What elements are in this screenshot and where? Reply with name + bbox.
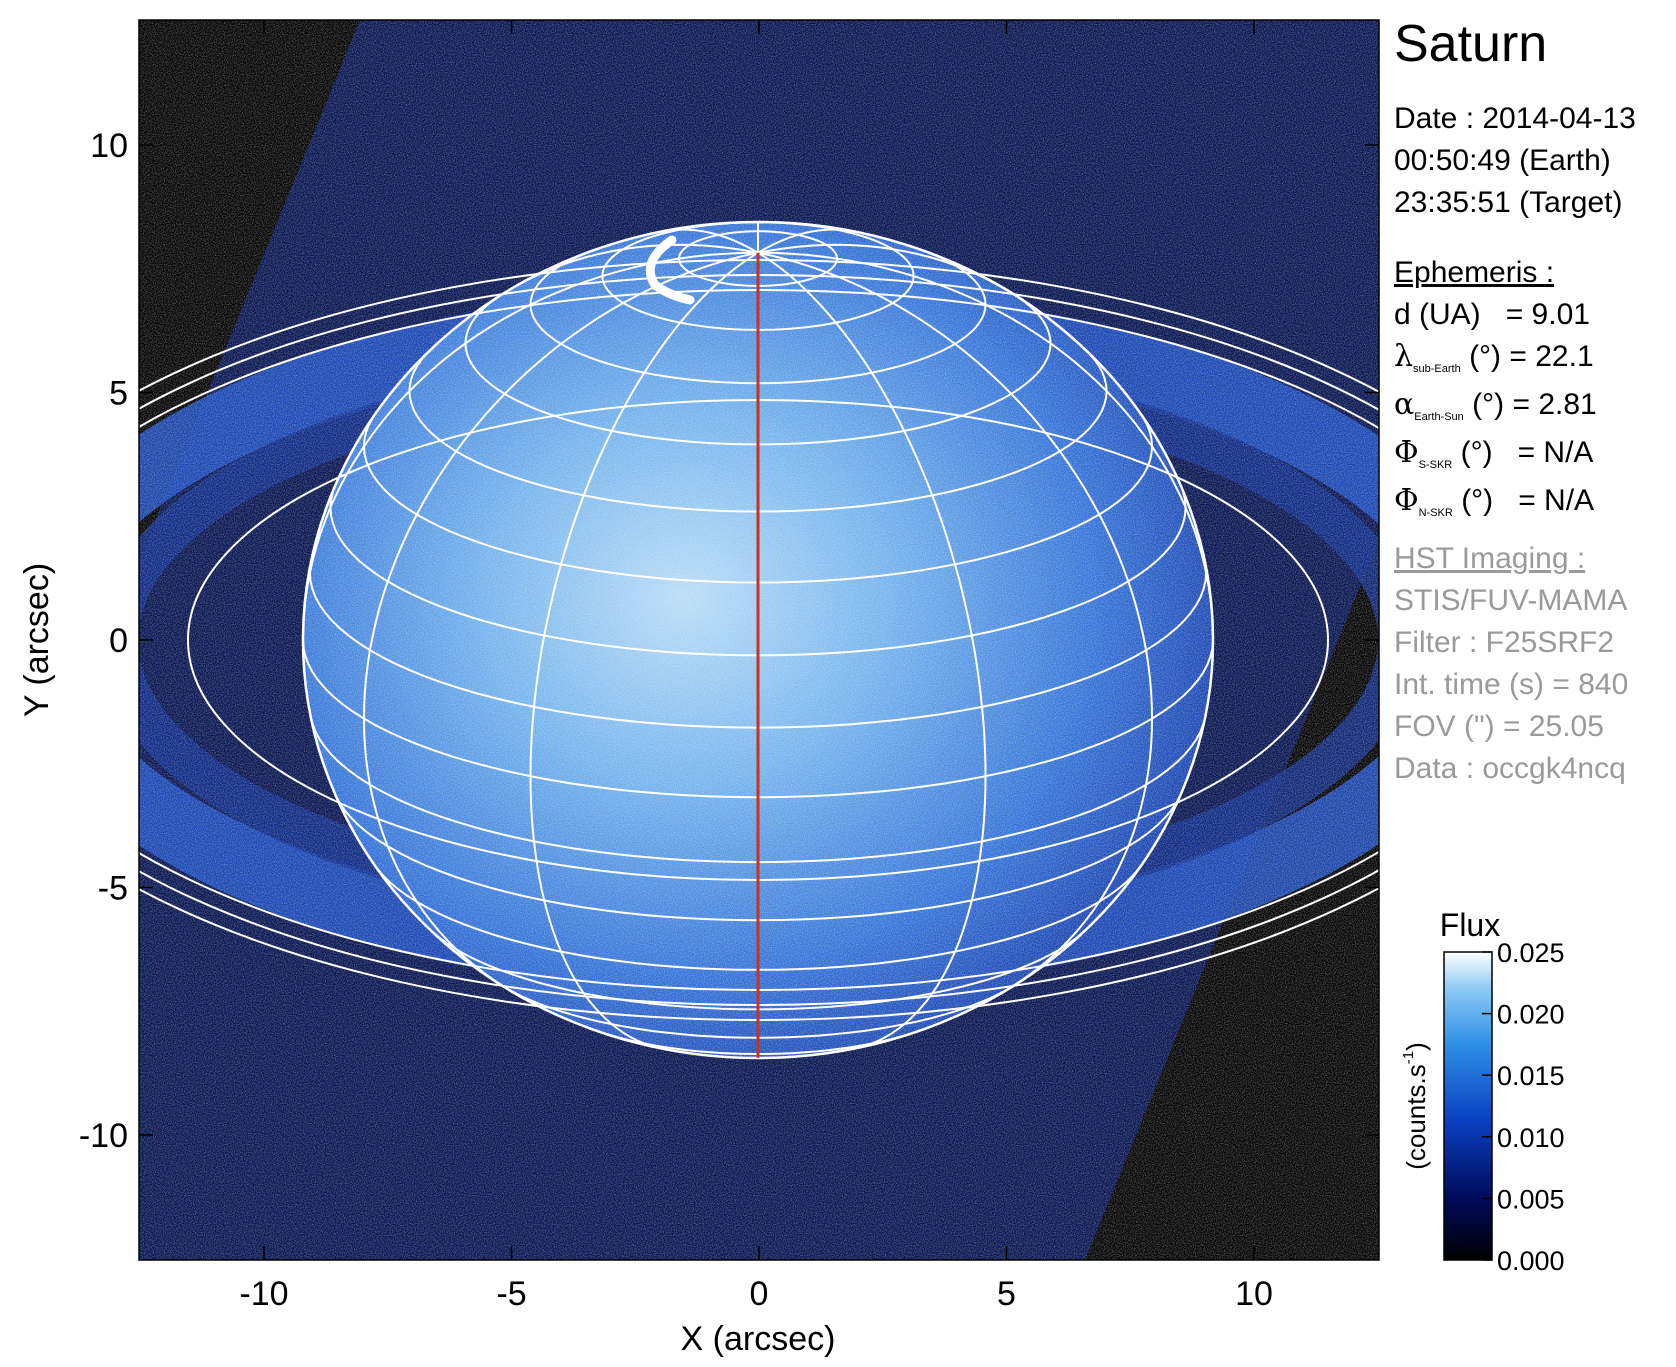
target-time: 23:35:51 (Target) <box>1394 186 1623 219</box>
y-axis-ticks: 10 5 0 -5 -10 <box>79 127 1379 1155</box>
ephemeris-distance: d (UA) = 9.01 <box>1394 298 1590 331</box>
longitude-line <box>665 228 759 254</box>
planet-limb <box>301 220 1215 1060</box>
longitude-line <box>302 251 759 627</box>
y-tick-label: 5 <box>109 374 128 412</box>
x-tick-label: 5 <box>997 1275 1016 1313</box>
hst-block: HST Imaging : STIS/FUV-MAMA Filter : F25… <box>1394 538 1628 790</box>
x-tick-label: 0 <box>750 1275 769 1313</box>
colorbar: 0.000 0.005 0.010 0.015 0.020 0.025 Flux (cou… <box>1400 907 1565 1276</box>
x-axis-ticks: -10 -5 0 5 10 <box>239 20 1273 1313</box>
colorbar-title: Flux <box>1440 907 1500 943</box>
ephemeris-n-skr: ΦN-SKR (°) = N/A <box>1394 483 1595 519</box>
colorbar-tick-label: 0.005 <box>1497 1184 1565 1214</box>
image-plot-area <box>139 20 1379 1260</box>
longitude-line <box>757 251 1214 641</box>
ephemeris-phase-angle: αEarth-Sun (°) = 2.81 <box>1394 387 1597 423</box>
y-tick-label: -5 <box>98 870 128 908</box>
earth-time: 00:50:49 (Earth) <box>1394 144 1611 177</box>
longitude-line <box>514 243 759 288</box>
x-tick-label: 10 <box>1235 1275 1273 1313</box>
longitude-line <box>757 251 1154 989</box>
aurora-arc <box>645 235 695 305</box>
y-tick-label: -10 <box>79 1117 128 1155</box>
ephemeris-sub-earth-lat: λsub-Earth (°) = 22.1 <box>1394 339 1594 375</box>
x-tick-label: -5 <box>496 1275 526 1313</box>
ephemeris-header: Ephemeris : <box>1394 256 1555 289</box>
ephemeris-block: Ephemeris : d (UA) = 9.01 λsub-Earth (°)… <box>1394 252 1597 528</box>
x-tick-label: -10 <box>239 1275 288 1313</box>
date-line: Date : 2014-04-13 <box>1394 102 1636 135</box>
hst-data-id: Data : occgk4ncq <box>1394 752 1626 785</box>
colorbar-tick-label: 0.000 <box>1497 1246 1565 1276</box>
longitude-line <box>529 251 759 1049</box>
date-block: Date : 2014-04-13 00:50:49 (Earth) 23:35… <box>1394 98 1636 224</box>
colorbar-gradient <box>1443 951 1493 1261</box>
hst-filter: Filter : F25SRF2 <box>1394 626 1615 659</box>
colorbar-tick-label: 0.010 <box>1497 1123 1565 1153</box>
longitude-line <box>757 228 851 254</box>
y-tick-label: 10 <box>90 127 128 165</box>
y-axis-label: Y (arcsec) <box>18 563 56 717</box>
hst-fov: FOV (") = 25.05 <box>1394 710 1604 743</box>
target-title: Saturn <box>1394 15 1548 73</box>
longitude-line <box>362 251 759 989</box>
colorbar-tick-label: 0.020 <box>1497 1000 1565 1030</box>
colorbar-ticks: 0.000 0.005 0.010 0.015 0.020 0.025 <box>1482 938 1565 1276</box>
colorbar-tick-label: 0.015 <box>1497 1061 1565 1091</box>
hst-header: HST Imaging : <box>1394 542 1586 575</box>
x-axis-label: X (arcsec) <box>681 1320 836 1358</box>
hst-instrument: STIS/FUV-MAMA <box>1394 584 1628 617</box>
y-tick-label: 0 <box>109 622 128 660</box>
longitude-line <box>757 251 987 1049</box>
colorbar-tick-label: 0.025 <box>1497 938 1565 968</box>
hst-int-time: Int. time (s) = 840 <box>1394 668 1629 701</box>
longitude-line <box>757 243 1002 288</box>
ephemeris-s-skr: ΦS-SKR (°) = N/A <box>1394 435 1594 471</box>
colorbar-unit-label: (counts.s-1) <box>1400 1042 1431 1170</box>
